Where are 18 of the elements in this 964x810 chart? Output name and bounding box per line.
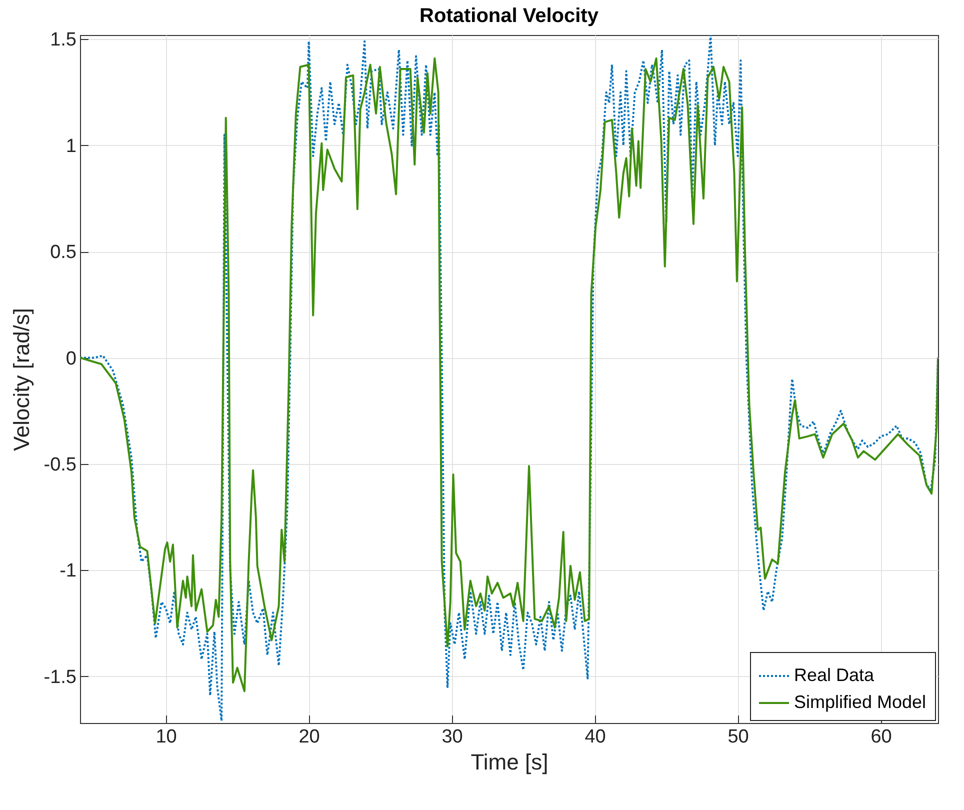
y-tick-label: -1: [60, 560, 76, 582]
y-tick-label: -1.5: [44, 666, 76, 688]
legend-label: Real Data: [794, 665, 876, 685]
x-axis-title: Time [s]: [470, 750, 548, 774]
x-tick-label: 10: [156, 726, 177, 748]
y-tick-label: 1.5: [50, 30, 76, 51]
y-tick-label: 0: [66, 348, 76, 370]
legend-label: Simplified Model: [794, 692, 926, 712]
chart-title: Rotational Velocity: [420, 5, 600, 28]
y-tick-label: 0.5: [50, 242, 76, 264]
x-tick-label: 60: [870, 726, 892, 748]
x-tick-label: 50: [728, 726, 749, 748]
y-tick-label: 1: [66, 136, 76, 157]
y-axis-title: Velocity [rad/s]: [8, 308, 34, 452]
x-tick-label: 20: [298, 726, 320, 748]
x-tick-label: 30: [442, 726, 463, 748]
y-tick-label: -0.5: [44, 454, 76, 476]
x-tick-label: 40: [584, 726, 606, 748]
